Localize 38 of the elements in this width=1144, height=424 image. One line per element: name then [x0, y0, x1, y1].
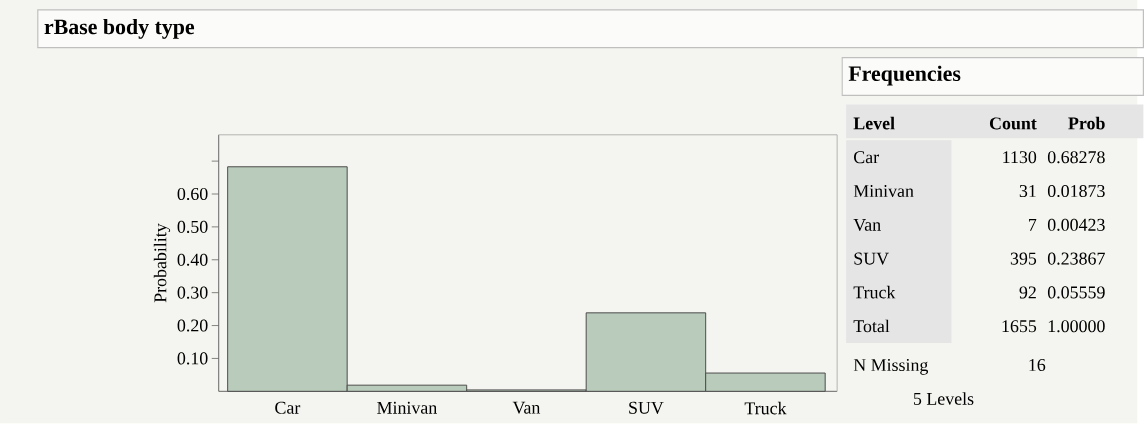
text: N Missing [853, 359, 929, 375]
chart-title: rBase body type [44, 19, 195, 39]
text: Count [989, 117, 1037, 130]
text: 16 [1029, 359, 1046, 372]
text: Level [853, 117, 895, 130]
y-tick-label: 0.10 [177, 352, 208, 365]
text: 1655 [1002, 320, 1037, 333]
x-tick-label: SUV [629, 402, 664, 415]
y-tick-label: 0.60 [177, 188, 208, 201]
text: SUV [854, 252, 889, 265]
y-tick-label: 0.30 [177, 286, 208, 299]
text: Truck [853, 286, 896, 299]
text: 92 [1019, 286, 1036, 299]
text: 31 [1019, 185, 1036, 198]
y-tick-label: 0.50 [177, 221, 208, 234]
text: Frequencies [848, 65, 961, 86]
x-tick-label: Van [512, 402, 541, 414]
text: 395 [1010, 252, 1037, 265]
text: 1130 [1003, 151, 1037, 164]
text: 5 Levels [913, 392, 974, 406]
text: Prob [1068, 117, 1105, 130]
x-tick-label: Minivan [377, 402, 437, 415]
text: Van [853, 219, 881, 232]
y-axis-title: Probability [153, 223, 171, 303]
text: 0.00423 [1047, 218, 1105, 232]
text: Total [853, 319, 890, 333]
text: 0.68278 [1047, 151, 1105, 164]
text: 0.01873 [1047, 185, 1105, 198]
x-tick-label: Car [275, 402, 301, 415]
text: 1.00000 [1048, 320, 1105, 333]
y-tick-label: 0.40 [177, 253, 208, 267]
text: Minivan [853, 185, 914, 198]
text: 0.05559 [1047, 286, 1105, 299]
text: Car [854, 151, 879, 164]
text: 7 [1029, 219, 1037, 231]
y-tick-label: 0.20 [177, 319, 208, 332]
text: 0.23867 [1047, 252, 1105, 265]
x-tick-label: Truck [744, 402, 787, 415]
